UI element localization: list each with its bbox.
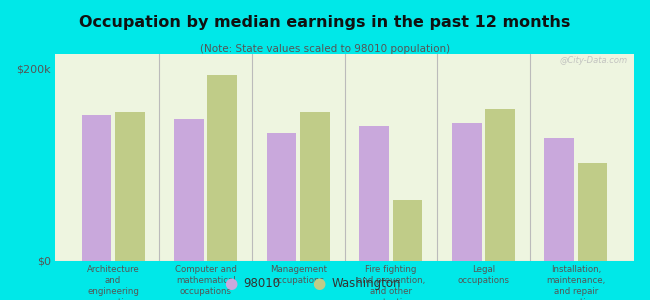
Bar (452, 123, 482, 261)
Bar (174, 118, 203, 261)
Text: @City-Data.com: @City-Data.com (560, 56, 628, 65)
Bar (300, 112, 330, 261)
Bar (545, 138, 574, 261)
Text: Washington: Washington (332, 277, 401, 290)
Text: (Note: State values scaled to 98010 population): (Note: State values scaled to 98010 popu… (200, 44, 450, 53)
Bar (115, 112, 144, 261)
Bar (486, 109, 515, 261)
Bar (393, 200, 422, 261)
Text: ●: ● (224, 276, 237, 291)
Bar (359, 126, 389, 261)
Bar (578, 163, 608, 261)
Bar (81, 115, 111, 261)
Text: Occupation by median earnings in the past 12 months: Occupation by median earnings in the pas… (79, 15, 571, 30)
Text: 98010: 98010 (244, 277, 281, 290)
Bar (266, 133, 296, 261)
Text: ●: ● (312, 276, 325, 291)
Bar (207, 75, 237, 261)
